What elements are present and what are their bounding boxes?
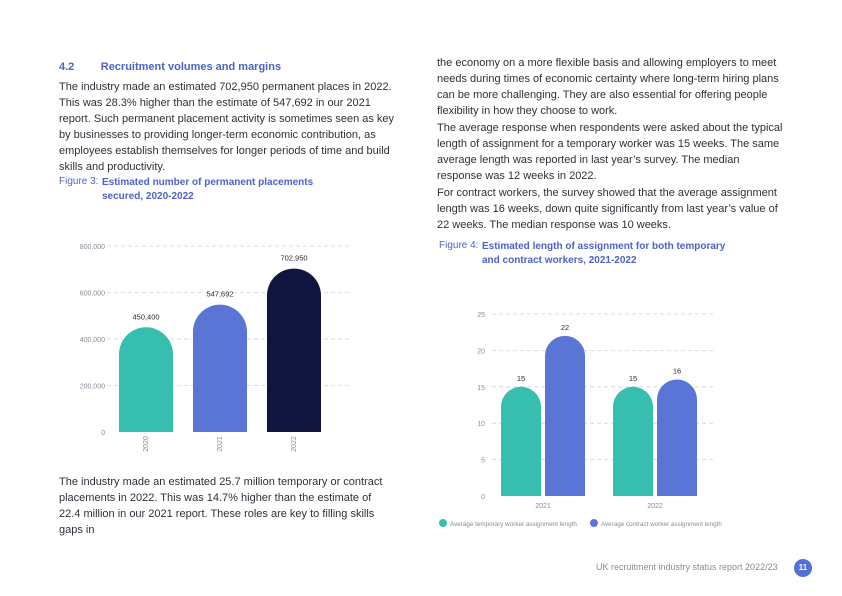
x-tick-label: 2021 bbox=[535, 503, 551, 510]
y-tick-label: 0 bbox=[481, 494, 485, 501]
section-heading: 4.2 Recruitment volumes and margins bbox=[59, 57, 281, 75]
x-tick-label: 2020 bbox=[143, 436, 150, 452]
bar bbox=[657, 379, 697, 496]
y-tick-label: 10 bbox=[477, 421, 485, 428]
y-tick-label: 800,000 bbox=[80, 244, 105, 251]
legend-swatch bbox=[439, 519, 447, 527]
data-label: 15 bbox=[517, 374, 525, 383]
figure-4-title-line-1: Estimated length of assignment for both … bbox=[482, 241, 726, 252]
figure-3-title: Estimated number of permanent placements… bbox=[102, 176, 392, 204]
data-label: 450,400 bbox=[132, 312, 159, 321]
page-number-badge: 11 bbox=[794, 559, 812, 577]
left-paragraph-2: The industry made an estimated 25.7 mill… bbox=[59, 476, 383, 536]
x-tick-label: 2021 bbox=[217, 436, 224, 452]
y-tick-label: 200,000 bbox=[80, 384, 105, 391]
legend-label: Average contract worker assignment lengt… bbox=[601, 521, 722, 528]
y-tick-label: 600,000 bbox=[80, 291, 105, 298]
data-label: 547,692 bbox=[206, 290, 233, 299]
left-paragraph-1: The industry made an estimated 702,950 p… bbox=[59, 81, 395, 173]
figure-3-title-line-1: Estimated number of permanent placements bbox=[102, 177, 314, 188]
figure-4-label: Figure 4: bbox=[439, 240, 479, 251]
legend-label: Average temporary worker assignment leng… bbox=[450, 521, 577, 528]
y-tick-label: 400,000 bbox=[80, 337, 105, 344]
figure-3-title-line-2: secured, 2020-2022 bbox=[102, 191, 194, 202]
figure-3-label: Figure 3: bbox=[59, 176, 99, 187]
right-paragraph-2: The average response when respondents we… bbox=[437, 122, 783, 182]
y-tick-label: 5 bbox=[481, 458, 485, 465]
data-label: 15 bbox=[629, 374, 637, 383]
y-tick-label: 20 bbox=[477, 348, 485, 355]
bar bbox=[501, 386, 541, 496]
figure-4-chart: 0 5 10 15 20 25 15 22 2021 15 16 2022 Average tempor… bbox=[439, 312, 722, 528]
y-tick-label: 0 bbox=[101, 430, 105, 437]
data-label: 702,950 bbox=[280, 254, 307, 263]
data-label: 22 bbox=[561, 323, 569, 332]
bar bbox=[613, 386, 653, 496]
bar bbox=[267, 268, 321, 432]
figure-4-title: Estimated length of assignment for both … bbox=[482, 240, 777, 268]
legend-swatch bbox=[589, 519, 598, 527]
bar bbox=[193, 304, 247, 432]
y-tick-label: 15 bbox=[477, 385, 485, 392]
bar bbox=[119, 327, 173, 432]
figure-4-title-line-2: and contract workers, 2021-2022 bbox=[482, 255, 637, 266]
right-paragraph-3: For contract workers, the survey showed … bbox=[437, 187, 778, 231]
right-paragraph-1: the economy on a more flexible basis and… bbox=[437, 57, 779, 117]
x-tick-label: 2022 bbox=[647, 503, 663, 510]
section-number: 4.2 bbox=[59, 61, 75, 73]
section-title: Recruitment volumes and margins bbox=[100, 61, 282, 73]
figure-3-chart: 0 200,000 400,000 600,000 800,000 450,400 2020… bbox=[80, 244, 349, 452]
data-label: 16 bbox=[673, 367, 681, 376]
bar bbox=[545, 335, 585, 496]
footer-report-title: UK recruitment industry status report 20… bbox=[596, 562, 778, 572]
y-tick-label: 25 bbox=[477, 312, 485, 319]
x-tick-label: 2022 bbox=[291, 436, 298, 452]
